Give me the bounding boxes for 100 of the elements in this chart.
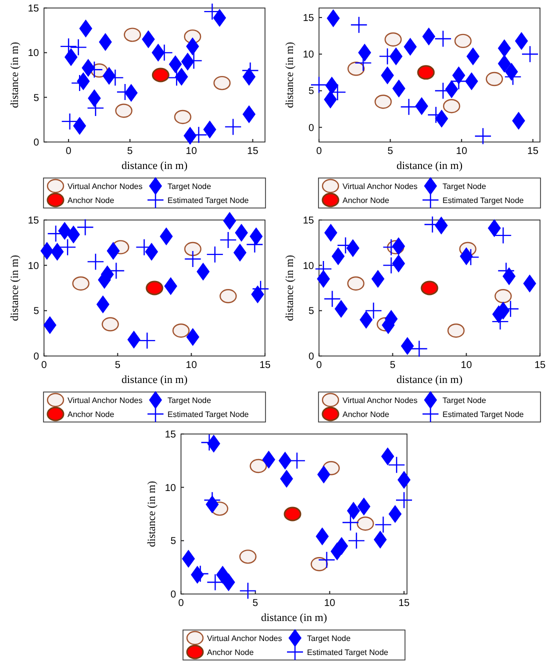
point — [174, 110, 192, 124]
point — [371, 270, 384, 288]
point — [196, 262, 210, 281]
y-axis-title: distance (in m) — [9, 254, 21, 321]
point — [350, 16, 368, 34]
point — [434, 30, 452, 48]
legend-label: Anchor Node — [207, 648, 254, 657]
x-tick-label: 10 — [460, 360, 472, 371]
point — [326, 9, 340, 28]
point — [317, 466, 330, 484]
legend-label: Estimated Target Node — [307, 648, 389, 657]
point — [342, 514, 360, 532]
point — [398, 470, 411, 489]
point — [381, 447, 394, 466]
point — [50, 242, 64, 261]
point — [512, 112, 526, 130]
point — [498, 39, 511, 58]
point — [357, 498, 370, 516]
y-tick-label: 0 — [308, 352, 314, 362]
point — [58, 238, 76, 256]
legend-label: Anchor Node — [342, 196, 390, 205]
point — [420, 280, 438, 296]
point — [324, 90, 337, 109]
point — [347, 62, 365, 76]
point — [222, 573, 236, 592]
legend-label: Virtual Anchor Nodes — [68, 182, 143, 191]
x-tick-label: 5 — [388, 146, 394, 157]
legend-label: Target Node — [168, 182, 212, 191]
point — [152, 68, 170, 82]
y-tick-label: 10 — [302, 50, 314, 61]
point — [410, 340, 428, 358]
point — [86, 253, 104, 270]
point — [64, 48, 78, 66]
y-tick-label: 5 — [308, 86, 314, 98]
y-tick-label: 0 — [33, 352, 40, 362]
point — [233, 244, 246, 262]
point — [61, 112, 78, 130]
y-tick-label: 5 — [308, 306, 314, 318]
point — [388, 456, 406, 474]
point — [239, 582, 257, 600]
point — [454, 34, 472, 48]
point — [486, 72, 503, 86]
x-tick-label: 15 — [398, 598, 410, 609]
point — [348, 532, 366, 550]
point — [146, 280, 164, 296]
point — [358, 44, 372, 62]
point — [521, 46, 539, 63]
point — [124, 28, 141, 42]
point — [324, 290, 341, 308]
point — [360, 310, 373, 329]
legend-label: Anchor Node — [68, 410, 115, 419]
point — [415, 97, 428, 116]
point — [138, 332, 156, 350]
point — [318, 551, 336, 568]
point — [324, 224, 338, 242]
point — [96, 295, 110, 314]
point — [250, 227, 263, 246]
point — [184, 126, 197, 145]
point — [374, 516, 392, 534]
point — [316, 527, 329, 546]
point — [172, 324, 190, 338]
x-axis-title: distance (in m) — [396, 160, 463, 172]
y-axis-title: distance (in m) — [9, 42, 21, 108]
point — [523, 274, 536, 292]
y-axis-title: distance (in m) — [284, 42, 296, 108]
point — [422, 28, 436, 46]
point — [498, 54, 511, 73]
point — [79, 20, 92, 38]
point — [66, 226, 80, 244]
legend-label: Estimated Target Node — [168, 410, 250, 419]
point — [239, 550, 257, 564]
x-tick-label: 10 — [186, 146, 198, 157]
point — [445, 80, 458, 98]
point — [220, 231, 237, 249]
point — [160, 227, 173, 246]
point — [346, 502, 360, 520]
point — [316, 270, 330, 288]
x-tick-label: 10 — [186, 360, 198, 371]
x-tick-label: 0 — [316, 146, 322, 157]
y-axis-title: distance (in m) — [146, 480, 158, 547]
point — [280, 470, 294, 488]
point — [332, 247, 345, 266]
point — [434, 216, 448, 234]
x-axis-title: distance (in m) — [396, 374, 463, 386]
point — [186, 37, 200, 56]
point — [346, 239, 360, 258]
point — [417, 65, 435, 80]
legend-label: Anchor Node — [68, 196, 115, 205]
y-tick-label: 15 — [302, 216, 314, 226]
point — [124, 84, 138, 102]
point — [206, 246, 224, 264]
x-tick-label: 5 — [390, 360, 396, 371]
point — [494, 226, 512, 244]
legend-label: Target Node — [442, 182, 487, 191]
point — [98, 32, 112, 51]
point — [262, 450, 276, 469]
x-tick-label: 0 — [316, 360, 322, 371]
y-axis-title: distance (in m) — [284, 254, 296, 321]
point — [70, 38, 87, 56]
point — [404, 38, 417, 56]
